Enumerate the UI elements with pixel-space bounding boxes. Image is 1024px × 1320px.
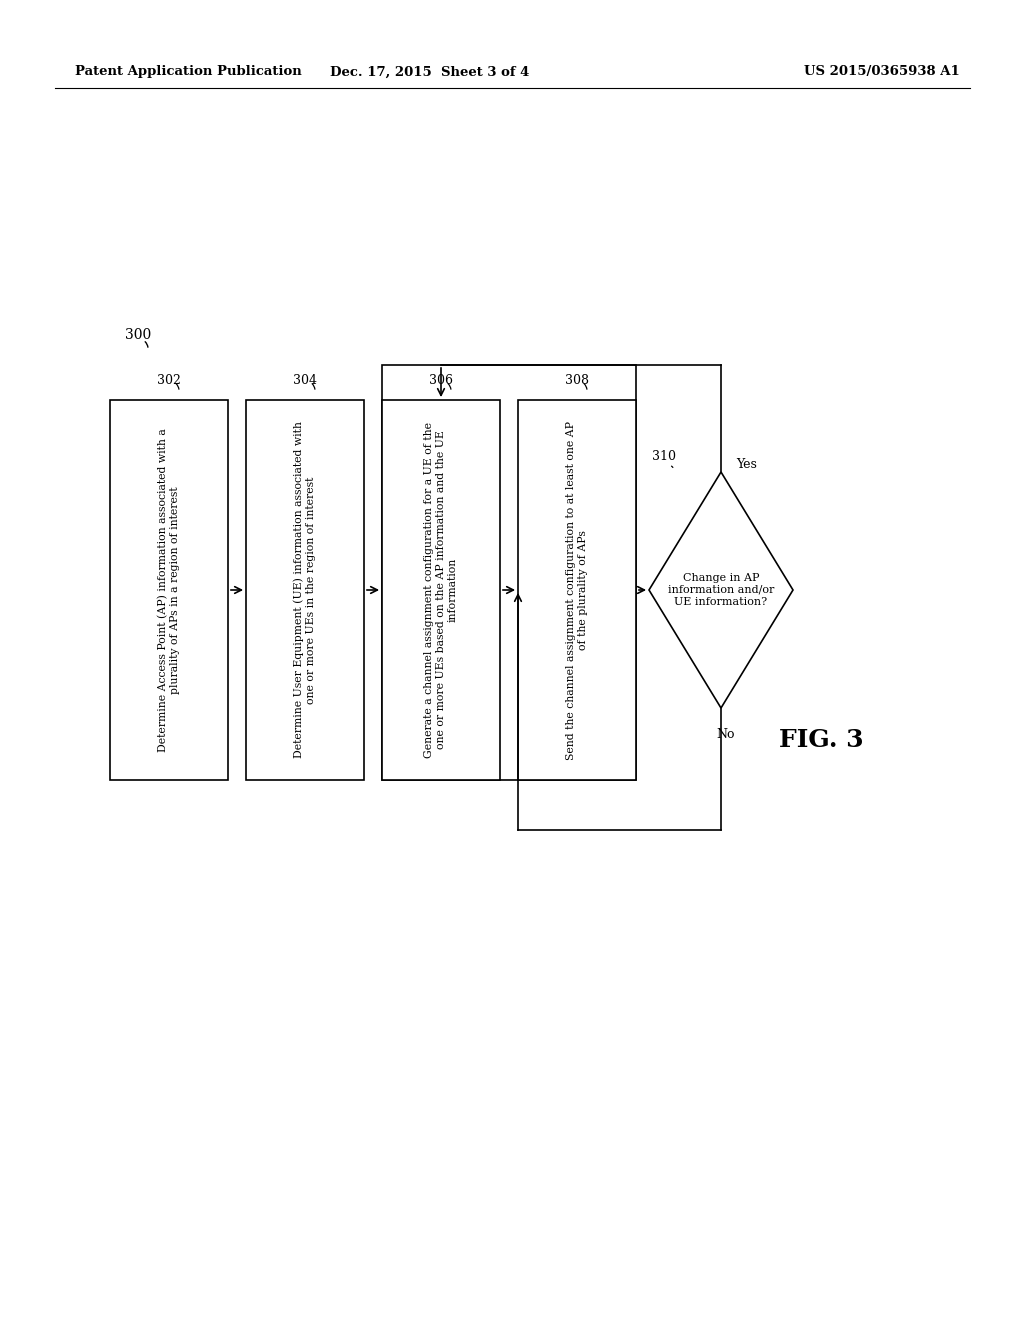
Polygon shape — [649, 473, 793, 708]
Text: 310: 310 — [652, 450, 676, 463]
Text: Yes: Yes — [736, 458, 757, 470]
Text: Patent Application Publication: Patent Application Publication — [75, 66, 302, 78]
Text: Determine User Equipment (UE) information associated with
one or more UEs in the: Determine User Equipment (UE) informatio… — [294, 421, 316, 759]
Bar — [382, 400, 500, 780]
Bar — [246, 400, 364, 780]
Text: Determine Access Point (AP) information associated with a
plurality of APs in a : Determine Access Point (AP) information … — [158, 428, 180, 752]
Text: Change in AP
information and/or
UE information?: Change in AP information and/or UE infor… — [668, 573, 774, 607]
Bar — [518, 400, 636, 780]
Text: Dec. 17, 2015  Sheet 3 of 4: Dec. 17, 2015 Sheet 3 of 4 — [331, 66, 529, 78]
Text: 302: 302 — [157, 374, 181, 387]
Text: Send the channel assignment configuration to at least one AP
of the plurality of: Send the channel assignment configuratio… — [566, 421, 588, 759]
Bar — [110, 400, 228, 780]
Text: 308: 308 — [565, 374, 589, 387]
Text: 304: 304 — [293, 374, 317, 387]
Text: Generate a channel assignment configuration for a UE of the
one or more UEs base: Generate a channel assignment configurat… — [424, 422, 458, 758]
Text: 300: 300 — [125, 327, 152, 342]
Text: US 2015/0365938 A1: US 2015/0365938 A1 — [804, 66, 961, 78]
Text: FIG. 3: FIG. 3 — [778, 729, 863, 752]
Text: No: No — [717, 729, 735, 741]
Bar — [382, 366, 636, 780]
Text: 306: 306 — [429, 374, 453, 387]
